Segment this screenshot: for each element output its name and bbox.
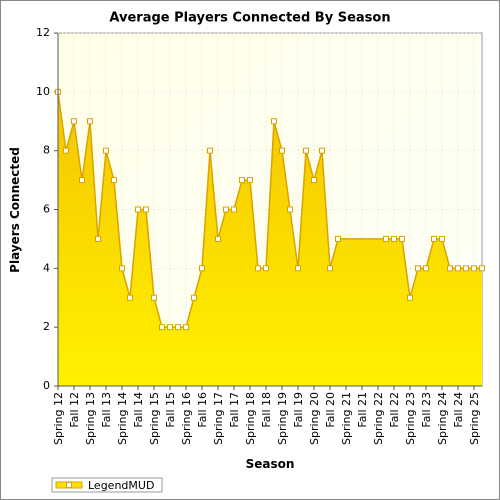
point xyxy=(239,177,245,184)
x-tick-label: Fall 15 xyxy=(164,392,177,428)
point xyxy=(455,265,461,272)
x-tick-label: Spring 13 xyxy=(84,392,97,445)
point xyxy=(191,294,197,301)
point xyxy=(319,147,325,154)
area-fill xyxy=(58,91,482,386)
point xyxy=(111,177,117,184)
y-tick-label: 8 xyxy=(43,144,50,157)
point xyxy=(255,265,261,272)
point xyxy=(175,324,181,331)
series-line xyxy=(57,91,339,328)
point xyxy=(183,324,189,331)
point xyxy=(207,147,213,154)
x-tick-label: Spring 14 xyxy=(116,392,129,445)
x-tick-label: Spring 16 xyxy=(180,392,193,445)
x-tick-label: Fall 17 xyxy=(228,392,241,428)
x-tick-label: Fall 20 xyxy=(324,392,337,428)
x-tick-label: Fall 18 xyxy=(260,392,273,428)
y-tick-label: 4 xyxy=(43,261,50,274)
y-tick-label: 0 xyxy=(43,379,50,392)
point xyxy=(327,265,333,272)
point xyxy=(95,235,101,242)
y-tick-label: 6 xyxy=(43,203,50,216)
point xyxy=(87,118,93,125)
y-tick-label: 12 xyxy=(36,26,50,39)
point xyxy=(215,235,221,242)
x-tick-label: Fall 14 xyxy=(132,392,145,428)
point xyxy=(447,265,453,272)
point xyxy=(127,294,133,301)
point xyxy=(335,235,341,242)
point xyxy=(383,235,389,242)
point xyxy=(143,206,149,213)
point xyxy=(271,118,277,125)
legend-marker xyxy=(66,482,72,488)
x-tick-label: Fall 19 xyxy=(292,392,305,428)
point xyxy=(295,265,301,272)
point xyxy=(407,294,413,301)
point xyxy=(463,265,469,272)
point xyxy=(423,265,429,272)
x-tick-label: Spring 21 xyxy=(340,392,353,445)
x-tick-label: Spring 22 xyxy=(372,392,385,445)
x-tick-label: Spring 17 xyxy=(212,392,225,445)
legend-label: LegendMUD xyxy=(88,479,154,492)
point xyxy=(151,294,157,301)
x-tick-label: Spring 12 xyxy=(52,392,65,445)
y-tick-label: 10 xyxy=(36,85,50,98)
x-tick-label: Spring 19 xyxy=(276,392,289,445)
point xyxy=(223,206,229,213)
x-tick-label: Fall 23 xyxy=(420,392,433,428)
point xyxy=(431,235,437,242)
point xyxy=(311,177,317,184)
x-tick-label: Spring 18 xyxy=(244,392,257,445)
point xyxy=(199,265,205,272)
point xyxy=(479,265,485,272)
point xyxy=(279,147,285,154)
point xyxy=(471,265,477,272)
x-tick-label: Spring 15 xyxy=(148,392,161,445)
x-axis-title: Season xyxy=(246,457,295,471)
point xyxy=(415,265,421,272)
point xyxy=(439,235,445,242)
point xyxy=(103,147,109,154)
point xyxy=(167,324,173,331)
chart-title: Average Players Connected By Season xyxy=(109,11,390,26)
x-tick-label: Spring 25 xyxy=(468,392,481,445)
point xyxy=(231,206,237,213)
point xyxy=(391,235,397,242)
point xyxy=(159,324,165,331)
point xyxy=(79,177,85,184)
point xyxy=(263,265,269,272)
x-tick-label: Spring 20 xyxy=(308,392,321,445)
x-tick-label: Fall 16 xyxy=(196,392,209,428)
point xyxy=(247,177,253,184)
point xyxy=(135,206,141,213)
point xyxy=(303,147,309,154)
x-tick-label: Spring 23 xyxy=(404,392,417,445)
point xyxy=(63,147,69,154)
x-tick-label: Spring 24 xyxy=(436,392,449,445)
y-tick-label: 2 xyxy=(43,320,50,333)
point xyxy=(71,118,77,125)
y-axis-title: Players Connected xyxy=(8,147,22,273)
point xyxy=(287,206,293,213)
point xyxy=(399,235,405,242)
x-tick-label: Fall 22 xyxy=(388,392,401,428)
x-tick-label: Fall 13 xyxy=(100,392,113,428)
point xyxy=(119,265,125,272)
x-tick-label: Fall 12 xyxy=(68,392,81,428)
x-tick-label: Fall 21 xyxy=(356,392,369,428)
x-tick-label: Fall 24 xyxy=(452,392,465,428)
